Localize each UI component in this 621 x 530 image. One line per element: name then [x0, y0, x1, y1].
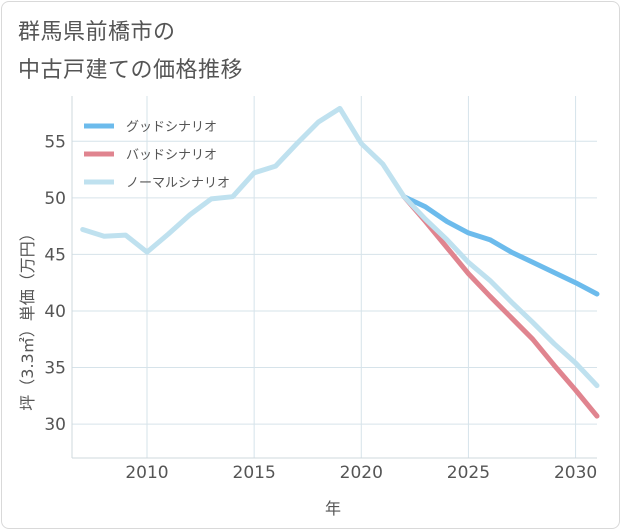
chart-title-line2: 中古戸建ての価格推移 [18, 58, 244, 83]
axes: 2010 2015 2020 2025 2030 30 35 40 45 50 55 [44, 96, 597, 483]
series-line-2 [80, 105, 600, 389]
y-axis-label: 坪（3.3㎡）単価（万円） [18, 225, 37, 410]
series-line-1 [401, 194, 600, 419]
y-tick-label-35: 35 [44, 359, 66, 379]
y-tick-label-45: 45 [44, 245, 66, 265]
x-tick-label-2025: 2025 [447, 463, 490, 483]
x-tick-label-2030: 2030 [554, 463, 597, 483]
x-tick-label-2010: 2010 [125, 463, 168, 483]
y-tick-label-55: 55 [44, 132, 66, 152]
series-line-0 [401, 194, 600, 297]
y-tick-label-50: 50 [44, 189, 66, 209]
y-tick-label-40: 40 [44, 302, 66, 322]
x-tick-label-2015: 2015 [233, 463, 276, 483]
x-tick-label-2020: 2020 [340, 463, 383, 483]
y-tick-label-30: 30 [44, 415, 66, 435]
legend-label-1: バッドシナリオ [126, 148, 217, 163]
chart-title-line1: 群馬県前橋市の [18, 20, 176, 45]
legend-label-2: ノーマルシナリオ [126, 176, 230, 191]
x-axis-label: 年 [325, 499, 341, 518]
series-lines [80, 105, 600, 419]
legend-label-0: グッドシナリオ [126, 120, 217, 135]
